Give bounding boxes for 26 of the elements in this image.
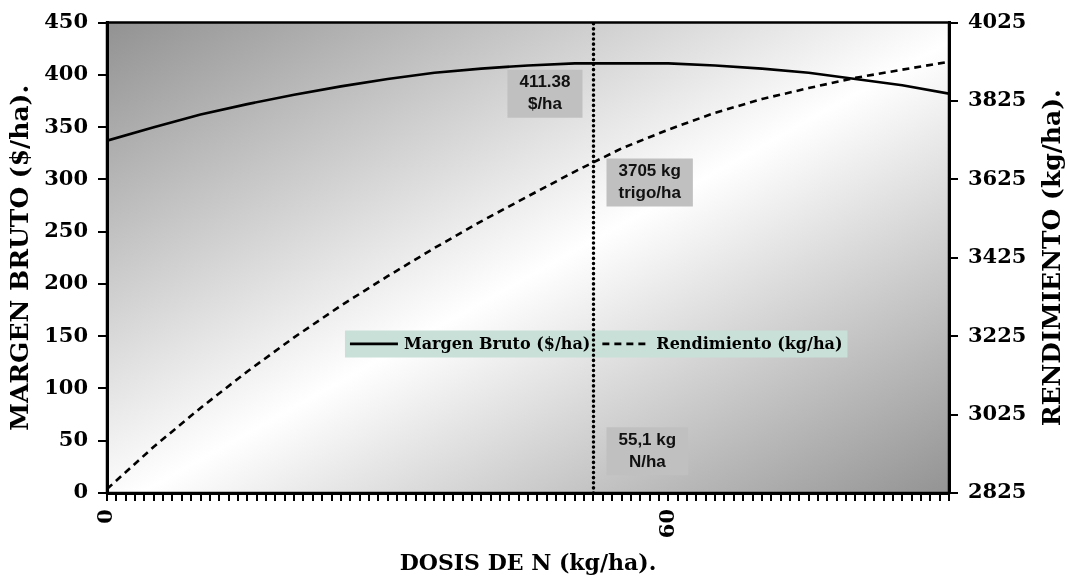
y-tick-label: 200 [44, 269, 88, 295]
y2-tick-label: 4025 [968, 8, 1027, 34]
y2-tick-label: 3425 [968, 243, 1027, 269]
annotation: 55,1 kg N/ha [618, 429, 677, 471]
x-tick-label: 60 [653, 509, 679, 539]
y-axis-title: MARGEN BRUTO ($/ha). [4, 84, 34, 431]
annotation: 411.38 $/ha [519, 72, 571, 114]
y2-axis-title: RENDIMIENTO (kg/ha). [1036, 89, 1066, 427]
legend-label: Margen Bruto ($/ha) [403, 334, 591, 354]
y-tick-label: 250 [44, 217, 88, 243]
y2-tick-label: 3825 [968, 86, 1027, 112]
y-tick-label: 350 [44, 112, 88, 138]
y-tick-label: 400 [44, 60, 88, 86]
x-axis-title: DOSIS DE N (kg/ha). [399, 548, 657, 575]
y-tick-label: 100 [44, 373, 88, 399]
y2-tick-label: 3225 [968, 321, 1027, 347]
y2-tick-label: 2825 [968, 478, 1027, 504]
y-tick-label: 450 [44, 8, 88, 34]
legend-label: Rendimiento (kg/ha) [656, 334, 843, 354]
annotation: 3705 kg trigo/ha [618, 161, 682, 203]
y-tick-label: 50 [58, 426, 88, 452]
y-tick-label: 150 [44, 321, 88, 347]
y-tick-label: 0 [73, 478, 88, 504]
y-tick-label: 300 [44, 164, 88, 190]
y2-tick-label: 3625 [968, 164, 1027, 190]
y2-tick-label: 3025 [968, 400, 1027, 426]
